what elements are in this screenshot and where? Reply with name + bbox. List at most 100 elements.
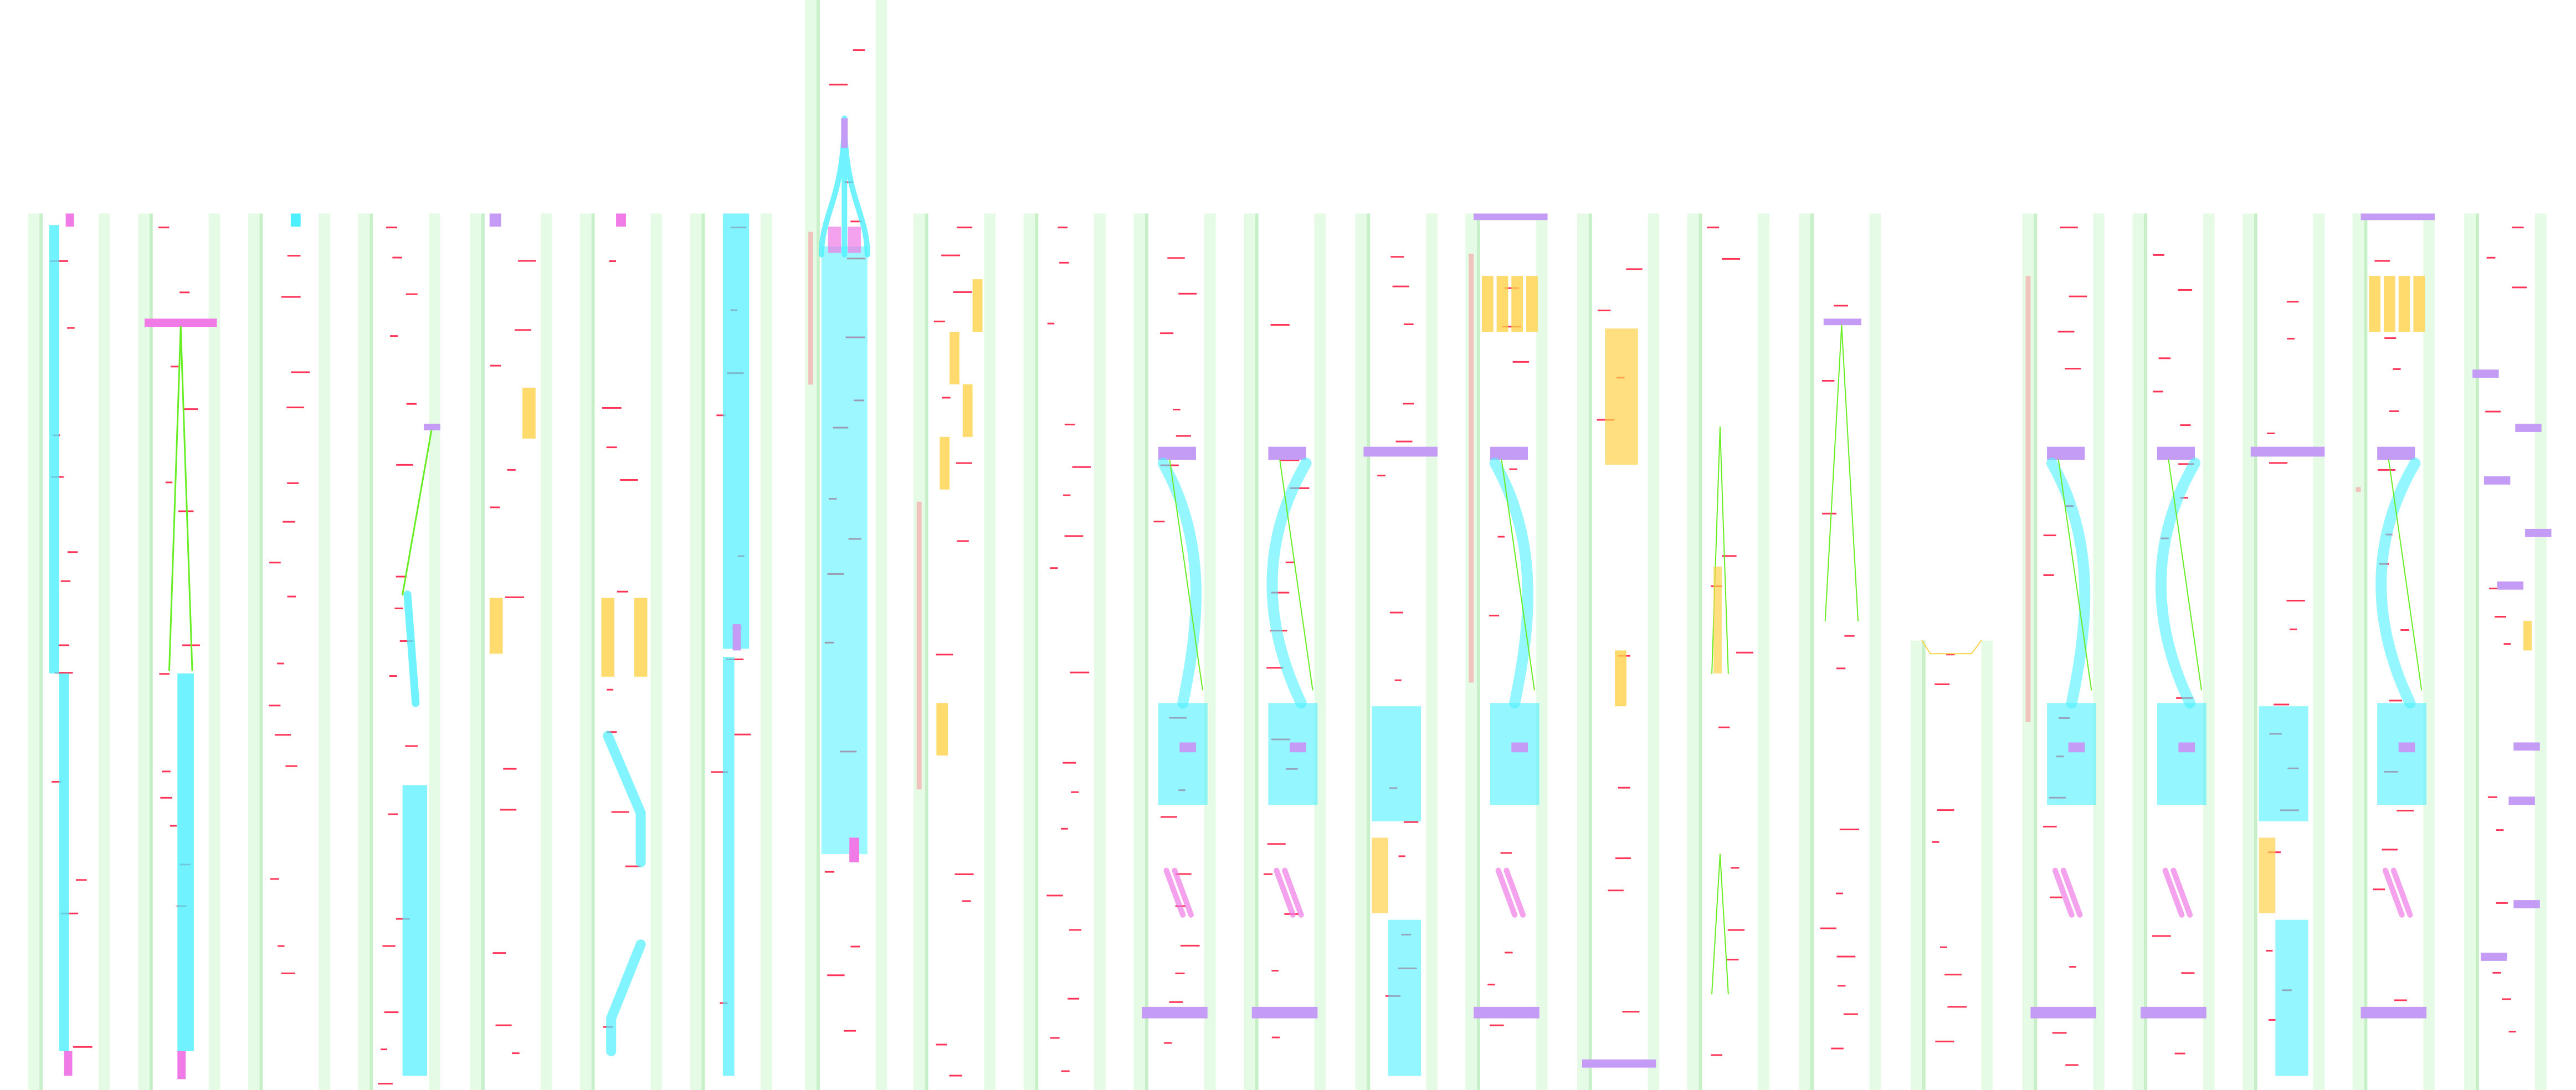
label-dash: [843, 1030, 856, 1032]
bar: [2068, 742, 2085, 753]
label-dash: [2152, 935, 2171, 937]
block: [1481, 276, 1494, 332]
label-dash: [1839, 829, 1860, 831]
label-dash: [609, 260, 617, 263]
column-edge: [2144, 213, 2147, 1090]
label-dash: [1164, 1042, 1172, 1044]
label-dash: [1935, 1040, 1954, 1042]
label-dash: [1390, 256, 1404, 258]
label-dash: [396, 464, 413, 466]
block: [2259, 837, 2276, 913]
label-dash: [1271, 592, 1290, 594]
block: [1372, 837, 1388, 913]
curve: [1489, 457, 1533, 709]
bar: [2178, 742, 2195, 753]
label-dash: [1934, 683, 1950, 685]
label-dash: [1161, 816, 1177, 818]
column-edge: [1035, 213, 1039, 1090]
label-dash: [2181, 972, 2195, 974]
bar: [65, 213, 74, 227]
label-dash: [953, 291, 972, 293]
label-dash: [1932, 841, 1939, 843]
label-dash: [1707, 227, 1720, 229]
label-dash: [942, 397, 951, 399]
label-dash: [1722, 258, 1741, 260]
label-dash: [2267, 433, 2275, 434]
label-dash: [492, 952, 506, 954]
label-dash: [1180, 944, 1200, 947]
label-dash: [281, 972, 295, 974]
label-dash: [2180, 497, 2188, 499]
bar: [2141, 1006, 2206, 1019]
bar: [64, 1051, 73, 1076]
block: [936, 703, 948, 756]
bar: [2361, 1006, 2427, 1019]
label-dash: [1172, 408, 1181, 410]
band: [1388, 919, 1422, 1076]
label-dash: [161, 770, 171, 773]
label-dash: [281, 296, 301, 298]
label-dash: [956, 462, 972, 464]
column-edge: [816, 0, 820, 1090]
label-dash: [490, 506, 500, 508]
column-edge: [39, 213, 43, 1090]
band: [2157, 703, 2206, 805]
label-dash: [2487, 796, 2497, 798]
label-dash: [396, 575, 407, 578]
band: [606, 939, 646, 1056]
column-edge: [2476, 213, 2480, 1090]
label-dash: [1838, 985, 1846, 987]
label-dash: [2178, 463, 2194, 465]
label-dash: [2174, 1052, 2185, 1055]
link: [2057, 459, 2092, 691]
band: [2047, 703, 2097, 805]
label-dash: [827, 974, 845, 976]
bar: [2377, 446, 2415, 460]
label-dash: [515, 329, 531, 331]
column-edge: [259, 213, 263, 1090]
label-dash: [384, 1011, 399, 1014]
label-dash: [1061, 827, 1068, 830]
band: [603, 731, 646, 867]
block: [940, 436, 950, 490]
label-dash: [1736, 651, 1753, 654]
band: [177, 673, 194, 1051]
block: [634, 598, 648, 677]
column-edge: [1255, 213, 1259, 1090]
bar: [841, 118, 848, 148]
label-dash: [617, 590, 628, 593]
fan: [2052, 867, 2083, 918]
block: [2369, 276, 2381, 332]
band: [722, 213, 750, 649]
label-dash: [1280, 459, 1300, 461]
label-dash: [1509, 468, 1517, 470]
link: [2168, 459, 2202, 691]
curve: [2046, 457, 2091, 709]
label-dash: [2060, 227, 2078, 229]
label-dash: [2389, 700, 2402, 702]
bar: [1142, 1006, 1208, 1019]
label-dash: [270, 878, 279, 880]
link: [1169, 459, 1203, 691]
label-dash: [933, 320, 945, 322]
frame: [1921, 640, 1982, 655]
bar: [1582, 1059, 1656, 1068]
label-dash: [956, 227, 973, 229]
label-dash: [1046, 894, 1063, 897]
label-dash: [1395, 440, 1413, 443]
bar: [424, 424, 440, 430]
label-dash: [2286, 301, 2299, 303]
label-dash: [378, 1083, 393, 1085]
band: [403, 590, 420, 707]
label-dash: [277, 662, 284, 665]
bar: [848, 227, 861, 253]
bar: [2480, 953, 2507, 961]
label-dash: [1285, 561, 1294, 563]
label-dash: [1711, 1054, 1722, 1056]
column-edge: [2034, 213, 2038, 1090]
label-dash: [1064, 424, 1075, 425]
label-dash: [1175, 973, 1185, 974]
label-dash: [1718, 726, 1730, 728]
label-dash: [2043, 574, 2054, 576]
